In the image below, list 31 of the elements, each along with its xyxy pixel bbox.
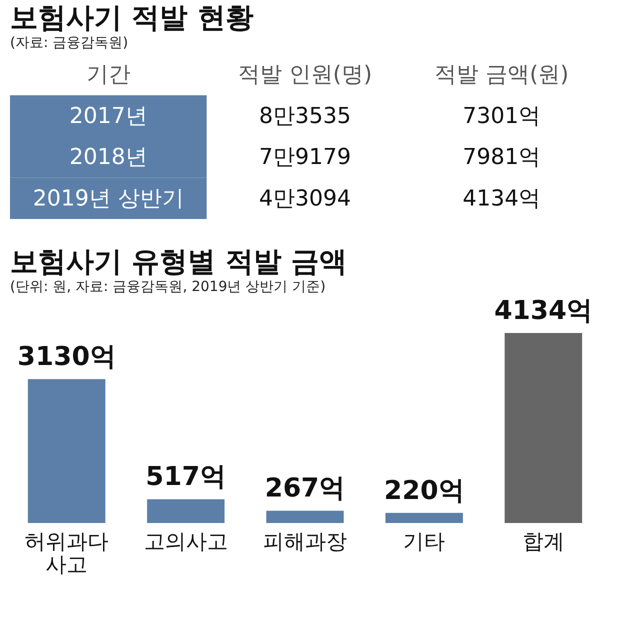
text: 적발 인원(명) (238, 62, 372, 88)
data-label: 220억 (384, 476, 464, 506)
text: 2017년 (69, 104, 148, 129)
text: 보험사기 적발 현황 (10, 1, 254, 34)
text: 4만3094 (259, 186, 351, 212)
text: 7만9179 (259, 145, 351, 170)
bar (147, 499, 225, 523)
text: 2018년 (69, 145, 148, 170)
bar (266, 510, 344, 523)
text: 7981억 (462, 145, 541, 170)
x-tick-label: 합계 (522, 530, 564, 554)
bar (385, 512, 463, 523)
x-tick-label: 기타 (403, 530, 446, 554)
text: 8만3535 (259, 104, 351, 129)
text: 기간 (86, 62, 130, 88)
bar (28, 379, 106, 523)
data-label: 267억 (264, 474, 346, 504)
data-label: 3130억 (17, 342, 116, 372)
text: 4134억 (462, 186, 541, 212)
x-tick-label: 피해과장 (263, 530, 347, 554)
bar (504, 333, 582, 523)
text: (자료: 금융감독원) (10, 35, 128, 51)
chart-subtitle: (단위: 원, 자료: 금융감독원, 2019년 상반기 기준) (10, 279, 326, 295)
x-tick-label: 고의사고 (144, 530, 228, 554)
chart-title: 보험사기 유형별 적발 금액 (10, 245, 348, 278)
text: 2019년 상반기 (32, 186, 184, 212)
x-tick-label: 허위과다 사고 (24, 530, 109, 576)
text: 적발 금액(원) (434, 62, 569, 88)
data-label: 4134억 (494, 296, 593, 326)
text: 7301억 (462, 104, 541, 129)
data-label: 517억 (146, 462, 226, 492)
